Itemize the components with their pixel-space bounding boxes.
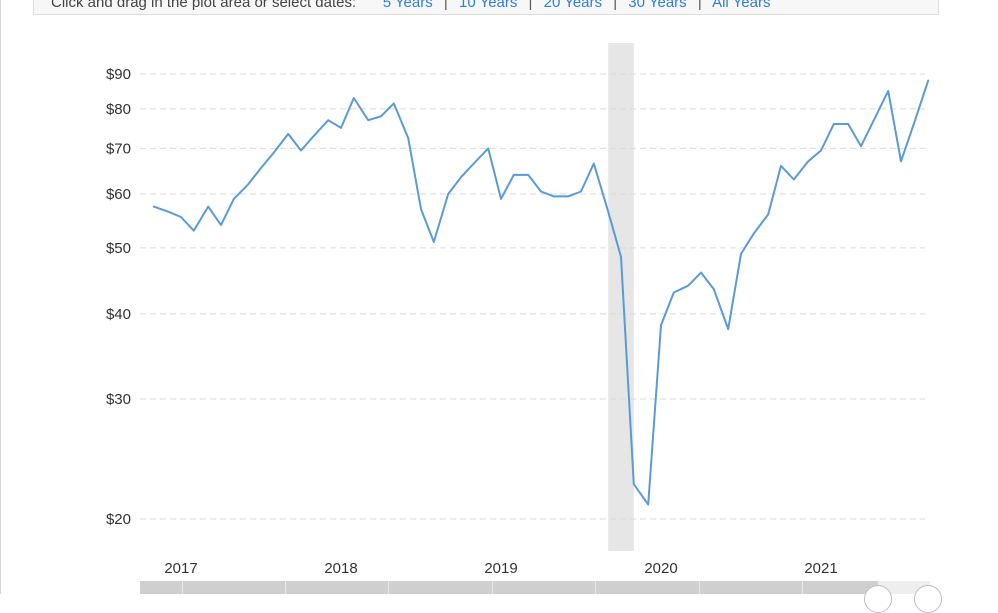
x-axis-labels: 2017 2018 2019 2020 2021: [164, 560, 837, 577]
frame-border: [0, 0, 1, 594]
y-tick-label: $90: [106, 66, 131, 83]
navigator-right-handle[interactable]: [914, 585, 942, 613]
range-10-years-link[interactable]: 10 Years: [458, 0, 518, 11]
navigator-divider: [285, 581, 286, 594]
y-tick-label: $60: [106, 186, 131, 203]
range-30-years-link[interactable]: 30 Years: [628, 0, 687, 11]
y-tick-label: $80: [106, 101, 131, 118]
y-tick-label: $30: [106, 391, 131, 408]
recession-shading-layer: [608, 43, 634, 551]
y-tick-label: $40: [106, 306, 131, 323]
x-tick-label: 2020: [644, 560, 677, 577]
recession-shade: [608, 43, 634, 551]
gridlines-layer: [140, 73, 925, 520]
range-20-years-link[interactable]: 20 Years: [543, 0, 603, 11]
separator: |: [613, 0, 618, 11]
navigator-left-handle[interactable]: [864, 585, 892, 613]
navigator-divider: [492, 581, 493, 594]
y-tick-label: $20: [106, 511, 131, 528]
separator: |: [528, 0, 533, 11]
y-tick-label: $70: [106, 140, 131, 157]
series-layer: [152, 79, 930, 506]
range-5-years-link[interactable]: 5 Years: [382, 0, 433, 11]
navigator-divider: [595, 581, 596, 594]
x-tick-label: 2017: [164, 560, 197, 577]
range-all-years-link[interactable]: All Years: [712, 0, 771, 11]
navigator-divider: [802, 581, 803, 594]
price-series-line: [152, 79, 930, 506]
x-tick-label: 2018: [324, 560, 357, 577]
range-selector-bar: Click and drag in the plot area or selec…: [33, 0, 939, 15]
navigator-divider: [699, 581, 700, 594]
navigator-divider: [388, 581, 389, 594]
separator: |: [443, 0, 448, 11]
navigator-divider: [182, 581, 183, 594]
x-tick-label: 2021: [804, 560, 837, 577]
price-chart[interactable]: $20 $30 $40 $50 $60 $70 $80 $90 2017 2018 2019 202…: [0, 0, 998, 581]
separator: |: [697, 0, 702, 11]
range-instruction: Click and drag in the plot area or selec…: [51, 0, 357, 11]
y-tick-label: $50: [106, 240, 131, 257]
x-tick-label: 2019: [484, 560, 517, 577]
navigator-track[interactable]: [140, 581, 930, 594]
y-axis-labels: $20 $30 $40 $50 $60 $70 $80 $90: [106, 66, 131, 528]
